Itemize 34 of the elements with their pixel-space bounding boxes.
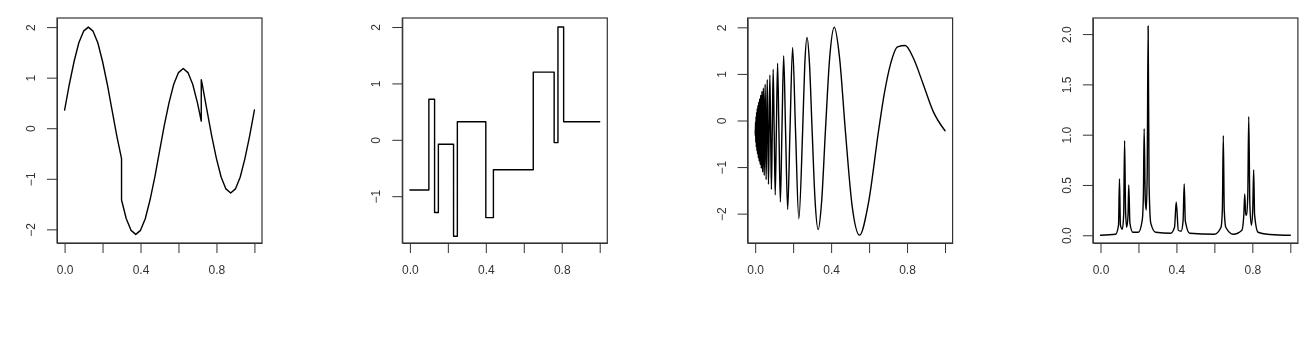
x-tick-label: 0.4 (477, 262, 495, 277)
y-tick-label: −2 (714, 206, 729, 221)
x-tick-label: 0.0 (402, 262, 420, 277)
y-tick-label: 0 (24, 125, 38, 133)
y-tick-label: 0.0 (1059, 227, 1074, 245)
y-tick-label: 1.5 (1059, 76, 1074, 94)
x-tick-label: 0.8 (553, 262, 571, 277)
y-tick-label: 0 (714, 117, 729, 125)
x-tick-label: 0.8 (899, 262, 917, 277)
line-series (754, 26, 946, 236)
y-tick-label: 0 (369, 136, 384, 144)
line-series (1099, 25, 1292, 236)
y-tick-label: 2.0 (1059, 25, 1074, 43)
y-tick-label: −1 (369, 189, 384, 204)
y-tick-label: 1.0 (1059, 126, 1074, 144)
x-tick-label: 0.8 (208, 262, 226, 277)
y-tick-label: −1 (24, 172, 38, 187)
y-tick-label: 2 (714, 24, 729, 32)
x-tick-label: 0.0 (1092, 262, 1110, 277)
y-tick-label: −1 (714, 160, 729, 175)
line-series (63, 26, 256, 236)
y-tick-label: 1 (369, 80, 384, 88)
x-tick-label: 0.4 (1168, 262, 1186, 277)
y-tick-label: 2 (369, 23, 384, 31)
y-tick-label: 1 (714, 70, 729, 78)
x-tick-label: 0.8 (1244, 262, 1262, 277)
x-tick-label: 0.4 (823, 262, 841, 277)
y-tick-label: −2 (24, 222, 38, 237)
x-tick-label: 0.0 (56, 262, 74, 277)
x-tick-label: 0.0 (747, 262, 765, 277)
y-tick-label: 1 (24, 74, 38, 82)
y-tick-label: 0.5 (1059, 176, 1074, 194)
y-tick-label: 2 (24, 23, 38, 31)
x-tick-label: 0.4 (132, 262, 150, 277)
